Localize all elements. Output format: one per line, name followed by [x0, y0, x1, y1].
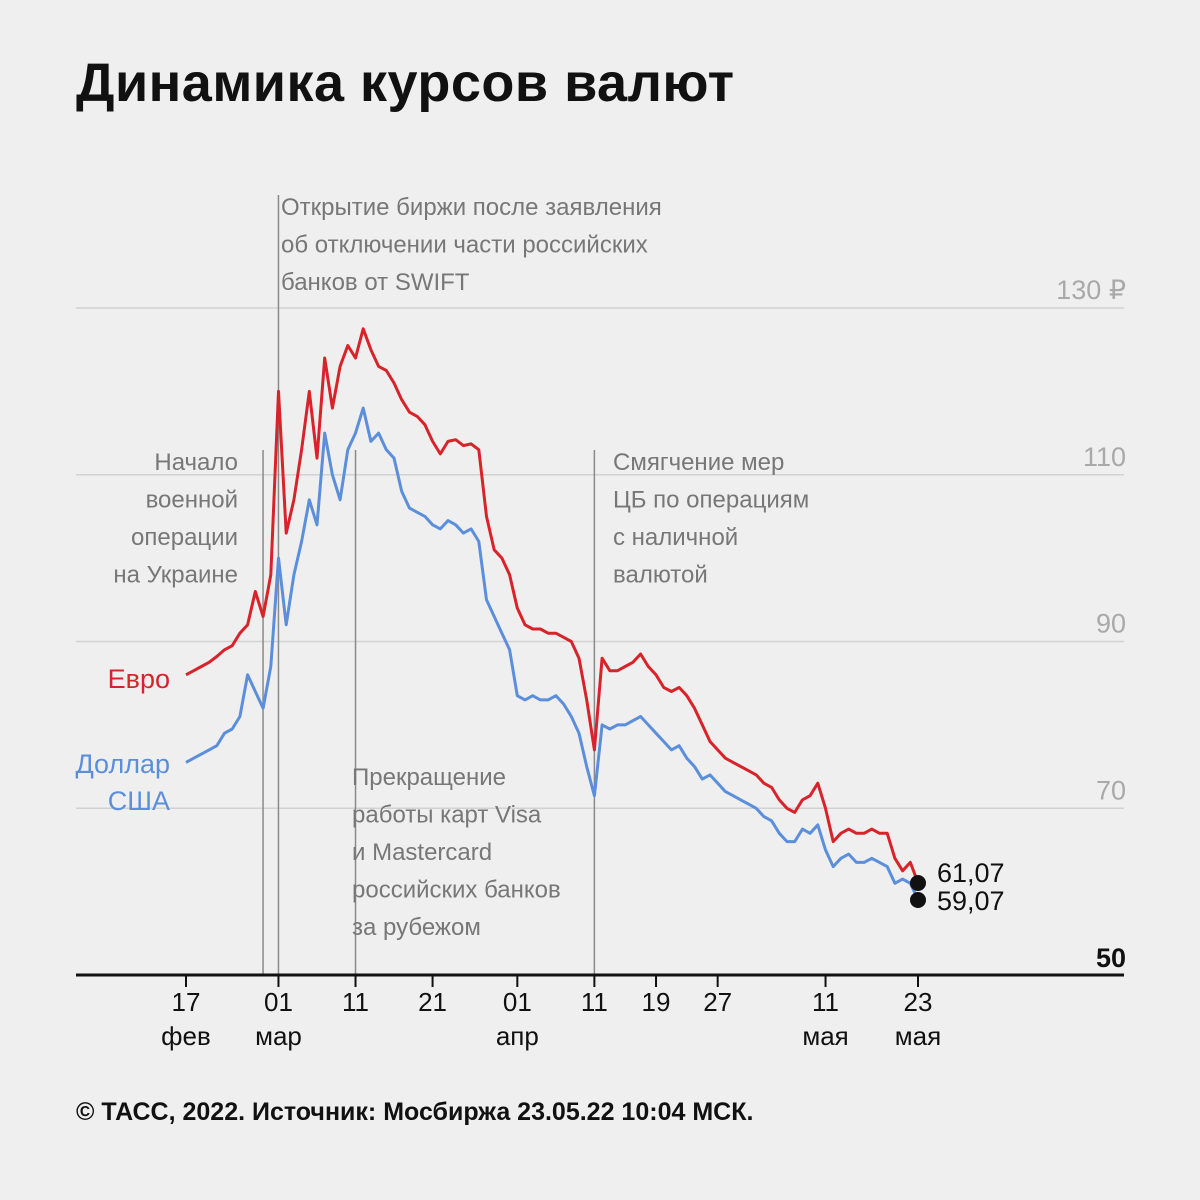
euro-series-label: Евро [108, 664, 170, 694]
page-title: Динамика курсов валют [76, 53, 735, 113]
x-tick-label: мар [255, 1021, 302, 1051]
annotation-text: Начало [154, 449, 238, 476]
annotation-text: с наличной [613, 524, 738, 551]
annotation-text: Открытие биржи после заявления [281, 194, 662, 221]
x-tick-label: 11 [342, 987, 369, 1017]
usd-end-dot [910, 892, 926, 908]
annotation-text: российских банков [352, 877, 561, 904]
source-note: © ТАСС, 2022. Источник: Мосбиржа 23.05.2… [76, 1098, 754, 1126]
x-tick-label: фев [161, 1021, 211, 1051]
usd-series-label: США [108, 786, 170, 816]
usd-series-line [185, 406, 920, 901]
x-tick-label: мая [802, 1021, 848, 1051]
annotation-text: Смягчение мер [613, 449, 784, 476]
y-tick-label: 50 [1096, 943, 1126, 973]
x-tick-label: 17 [172, 987, 201, 1017]
x-tick-label: 11 [812, 987, 839, 1017]
annotation-text: за рубежом [352, 914, 481, 941]
annotation-text: и Mastercard [352, 839, 492, 866]
x-tick-label: 11 [581, 987, 608, 1017]
x-tick-label: 21 [418, 987, 447, 1017]
euro-last-value: 61,07 [937, 858, 1005, 888]
x-tick-label: апр [496, 1021, 539, 1051]
annotation-text: военной [146, 487, 238, 514]
y-tick-label: 90 [1096, 609, 1126, 639]
annotation-text: Прекращение [352, 764, 506, 791]
usd-series-label: Доллар [75, 749, 170, 779]
x-tick-label: 27 [703, 987, 732, 1017]
annotation-text: ЦБ по операциям [613, 487, 809, 514]
annotation-text: операции [131, 524, 238, 551]
euro-series-line [185, 327, 920, 884]
x-tick-label: мая [895, 1021, 941, 1051]
annotation-text: валютой [613, 562, 708, 589]
x-tick-label: 01 [503, 987, 532, 1017]
usd-last-value: 59,07 [937, 886, 1005, 916]
x-tick-label: 19 [642, 987, 671, 1017]
annotation-text: работы карт Visa [352, 802, 542, 829]
annotation-text: на Украине [113, 562, 238, 589]
x-tick-label: 23 [904, 987, 933, 1017]
y-tick-label: 130 ₽ [1056, 275, 1126, 305]
euro-end-dot [910, 875, 926, 891]
annotation-text: об отключении части российских [281, 232, 648, 259]
y-tick-label: 110 [1083, 442, 1126, 472]
x-tick-label: 01 [264, 987, 293, 1017]
annotation-text: банков от SWIFT [281, 269, 470, 296]
y-tick-label: 70 [1096, 775, 1126, 805]
